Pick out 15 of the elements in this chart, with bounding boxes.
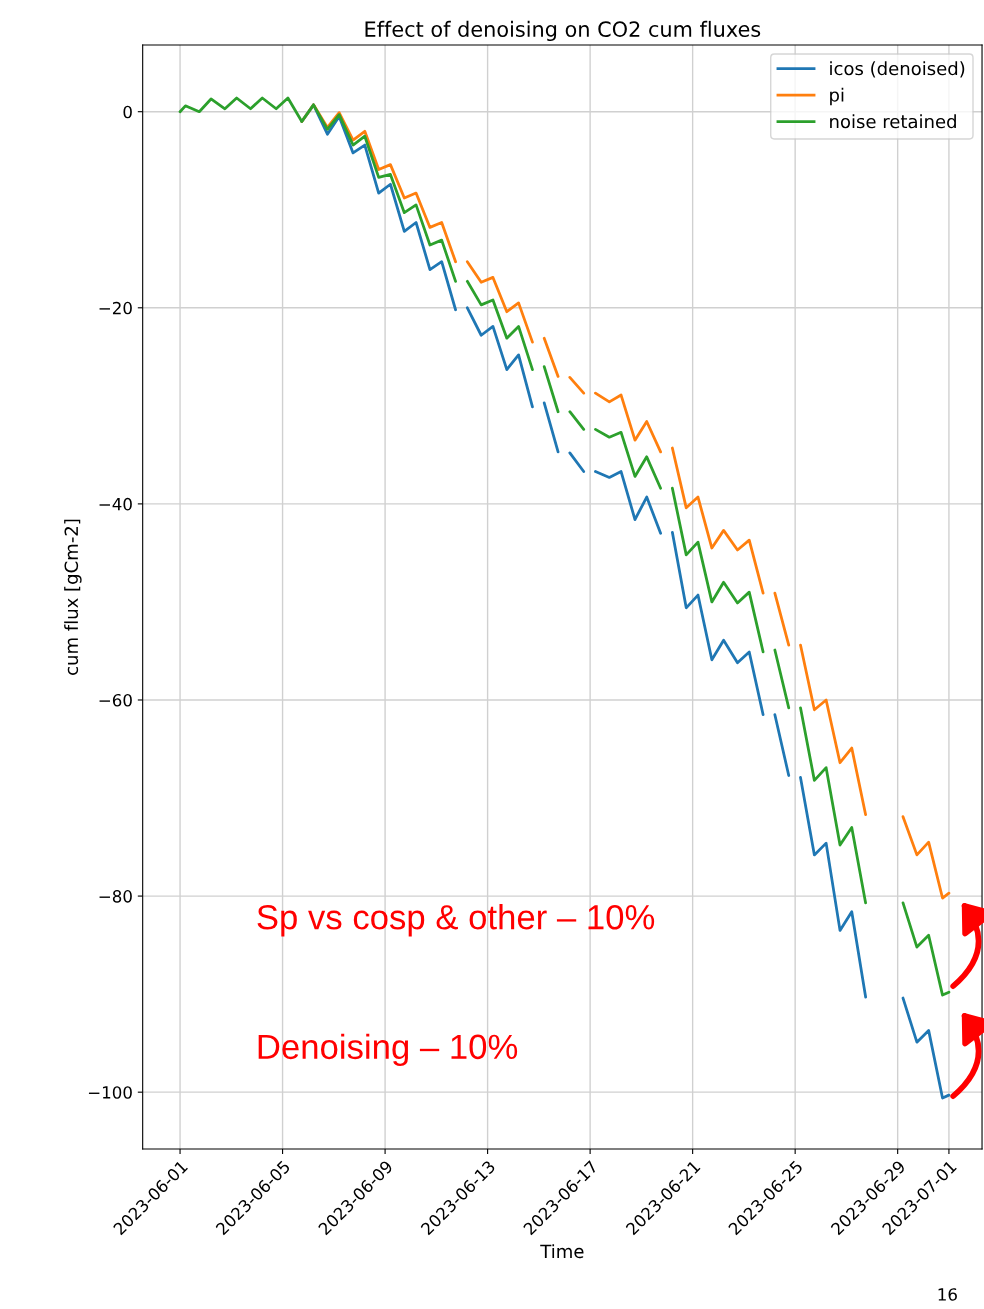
legend-label: noise retained [830, 114, 956, 129]
text: 16 [938, 1288, 957, 1301]
legend-label: icos (denoised) [830, 61, 965, 78]
y-tick-label: −40 [99, 497, 132, 511]
chart-title: Effect of denoising on CO2 cum fluxes [365, 20, 761, 42]
annotation: Denoising – 10% [258, 1033, 518, 1066]
y-axis-title: cum flux [gCm-2] [64, 519, 82, 675]
y-tick-label: −60 [99, 693, 132, 707]
y-tick-label: −20 [99, 301, 132, 315]
y-tick-label: −100 [88, 1086, 132, 1099]
annotation: Sp vs cosp & other – 10% [257, 904, 655, 937]
legend-label: pi [830, 87, 844, 106]
y-tick-label: −80 [99, 890, 132, 903]
x-axis-title: Time [540, 1244, 584, 1259]
y-tick-label: 0 [123, 105, 132, 119]
